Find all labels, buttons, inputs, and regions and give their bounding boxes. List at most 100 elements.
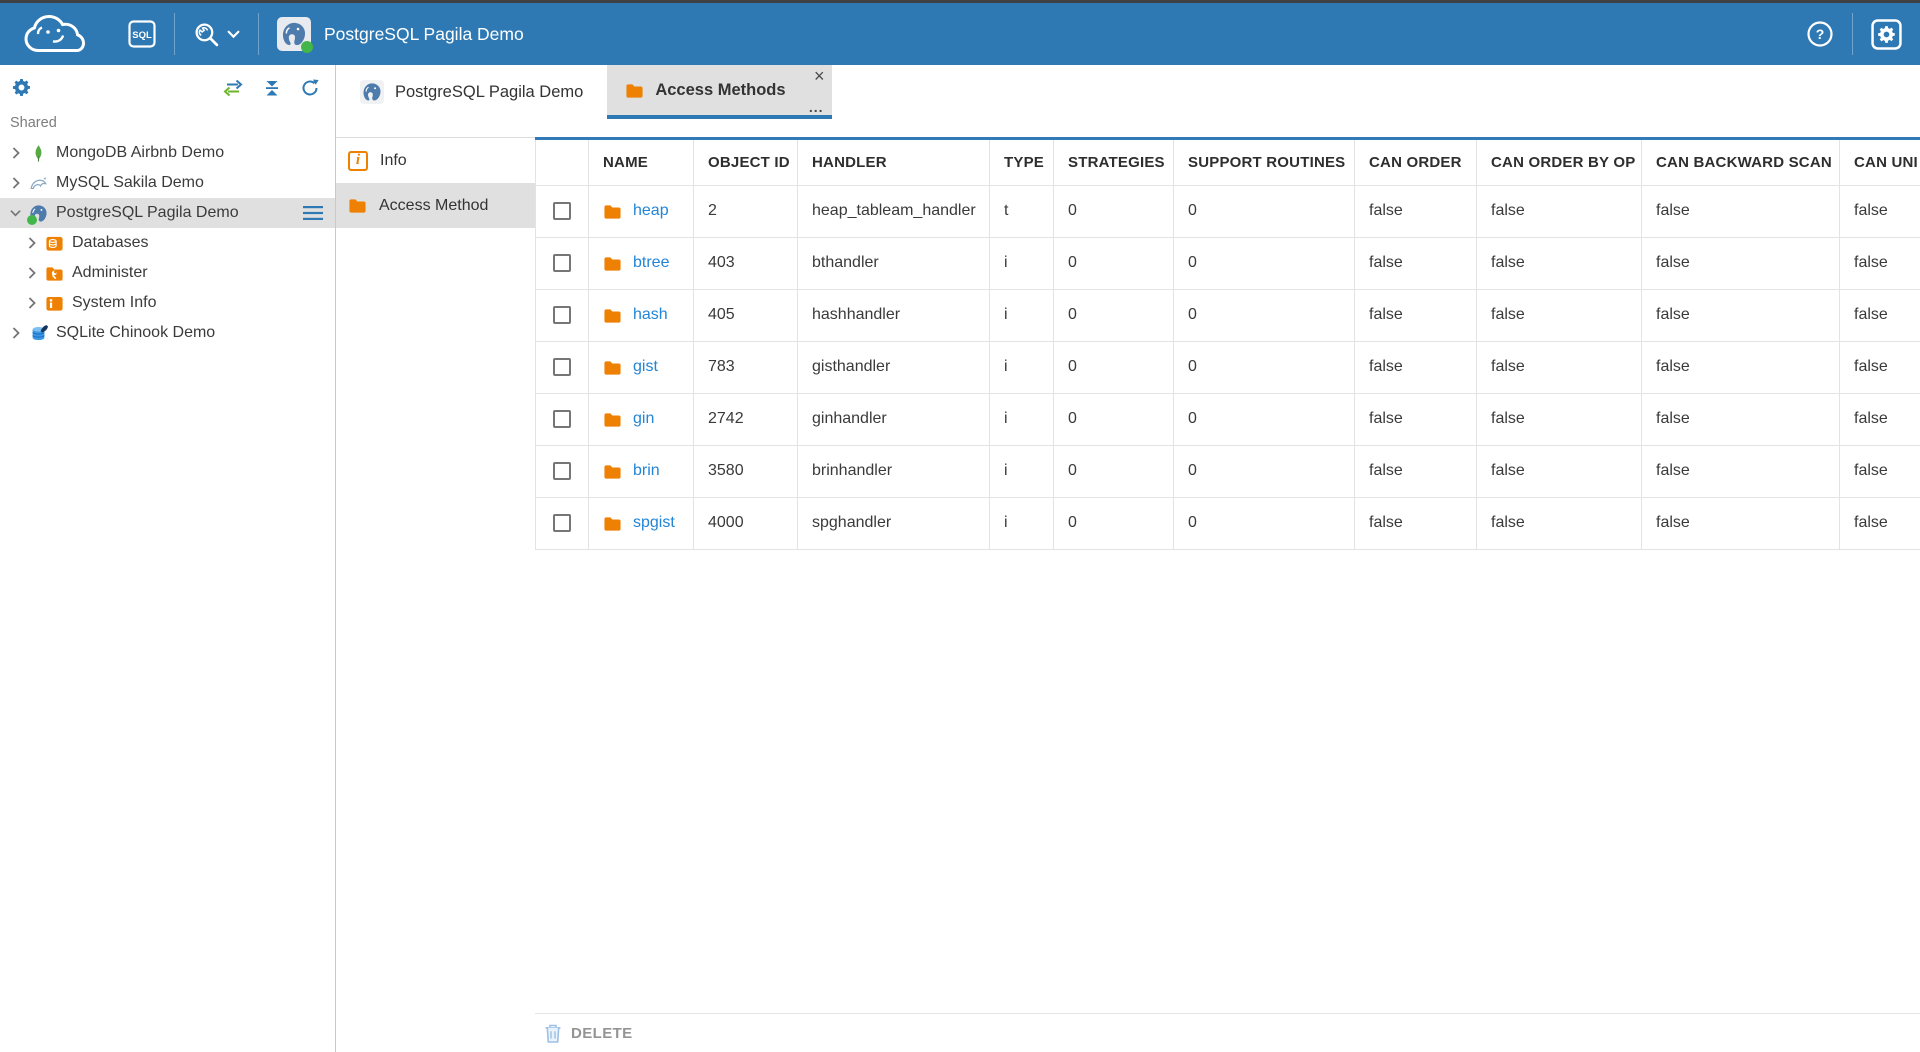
cell-can-backward-scan: false [1641,392,1840,446]
cell-strategies: 0 [1053,392,1174,446]
tab-label: Access Methods [655,80,786,99]
cell-type: i [989,236,1054,290]
tree-item-label: Administer [72,264,148,281]
cell-can-order: false [1354,184,1477,238]
cell-checkbox [535,444,589,498]
row-checkbox[interactable] [553,513,571,532]
expand-chevron-icon[interactable] [26,297,37,309]
active-connection[interactable]: PostgreSQL Pagila Demo [277,17,524,53]
tab-postgresql-pagila-demo[interactable]: PostgreSQL Pagila Demo [336,65,607,119]
table-row: btree 403 bthandler i 0 0 false fa [535,236,1920,290]
cell-name: hash [588,288,694,342]
row-checkbox[interactable] [553,253,571,272]
chevron-down-icon[interactable] [227,30,240,39]
column-header[interactable]: OBJECT ID [693,140,798,186]
info-icon [348,150,368,171]
panel-item-access-method[interactable]: Access Method [336,183,535,228]
expand-chevron-icon[interactable] [26,237,37,249]
access-method-link[interactable]: brin [633,462,660,479]
column-header[interactable]: CAN ORDER [1354,140,1477,186]
tree-item-postgresql[interactable]: PostgreSQL Pagila Demo [0,198,335,228]
sync-navigator-icon[interactable] [222,79,244,97]
cell-object-id: 403 [693,236,798,290]
expand-chevron-icon[interactable] [10,327,21,339]
column-header[interactable]: STRATEGIES [1053,140,1174,186]
topbar: SQL PostgreSQL Pagila Demo [0,3,1920,65]
row-checkbox[interactable] [553,461,571,480]
refresh-icon[interactable] [300,78,320,98]
search-tools-icon[interactable] [193,21,220,48]
cell-handler: spghandler [797,496,990,550]
access-method-link[interactable]: gist [633,358,658,375]
sqlite-icon [29,324,48,343]
tree-item-mysql[interactable]: MySQL Sakila Demo [0,168,335,198]
tree-item-databases[interactable]: Databases [0,228,335,258]
sql-editor-button[interactable]: SQL [128,20,156,48]
row-checkbox[interactable] [553,305,571,324]
access-method-link[interactable]: gin [633,410,655,427]
cell-support-routines: 0 [1173,236,1355,290]
table-row: spgist 4000 spghandler i 0 0 false [535,496,1920,550]
tree-item-mongodb[interactable]: MongoDB Airbnb Demo [0,138,335,168]
table-row: gin 2742 ginhandler i 0 0 false fa [535,392,1920,446]
table-row: heap 2 heap_tableam_handler t 0 0 false [535,184,1920,238]
column-header[interactable]: CAN ORDER BY OP [1476,140,1642,186]
panel-item-label: Info [380,151,407,169]
access-methods-grid: NAME OBJECT ID HANDLER TYPE STRATEGIES [535,137,1920,550]
cell-type: i [989,392,1054,446]
sidebar-toolbar [0,65,335,110]
cell-support-routines: 0 [1173,288,1355,342]
column-header[interactable]: CAN UNI [1839,140,1920,186]
cell-name: gin [588,392,694,446]
help-icon[interactable]: ? [1806,20,1834,48]
cell-strategies: 0 [1053,288,1174,342]
row-checkbox[interactable] [553,409,571,428]
collapse-all-icon[interactable] [263,79,281,97]
cell-name: brin [588,444,694,498]
postgresql-icon [27,204,48,225]
access-method-link[interactable]: hash [633,306,668,323]
tree-item-administer[interactable]: Administer [0,258,335,288]
cell-name: heap [588,184,694,238]
column-header[interactable]: CAN BACKWARD SCAN [1641,140,1840,186]
expand-chevron-icon[interactable] [26,267,37,279]
tree-item-system-info[interactable]: System Info [0,288,335,318]
cell-handler: brinhandler [797,444,990,498]
item-menu-icon[interactable] [303,206,323,220]
expand-chevron-icon[interactable] [10,147,21,159]
cell-can-backward-scan: false [1641,444,1840,498]
cell-can-order-by-op: false [1476,184,1642,238]
tree-item-sqlite[interactable]: SQLite Chinook Demo [0,318,335,348]
row-checkbox[interactable] [553,357,571,376]
tab-more-icon[interactable]: ... [808,99,824,115]
postgresql-icon [277,17,313,53]
column-header[interactable]: SUPPORT ROUTINES [1173,140,1355,186]
column-header[interactable]: HANDLER [797,140,990,186]
cell-strategies: 0 [1053,496,1174,550]
cell-name: gist [588,340,694,394]
cell-checkbox [535,288,589,342]
column-header[interactable]: TYPE [989,140,1054,186]
panel-item-info[interactable]: Info [336,138,535,183]
column-header[interactable]: NAME [588,140,694,186]
collapse-chevron-icon[interactable] [10,209,21,217]
cell-can-unique: false [1839,496,1920,550]
access-method-link[interactable]: heap [633,202,669,219]
cell-object-id: 2 [693,184,798,238]
access-method-link[interactable]: btree [633,254,670,271]
cell-can-order-by-op: false [1476,444,1642,498]
sidebar-settings-gear-icon[interactable] [12,78,31,97]
table-row: hash 405 hashhandler i 0 0 false f [535,288,1920,342]
delete-button[interactable]: DELETE [544,1023,633,1044]
access-method-link[interactable]: spgist [633,514,675,531]
expand-chevron-icon[interactable] [10,177,21,189]
table-header-row: NAME OBJECT ID HANDLER TYPE STRATEGIES [535,140,1920,186]
tab-access-methods[interactable]: Access Methods × ... [607,65,832,119]
cell-object-id: 405 [693,288,798,342]
tab-label: PostgreSQL Pagila Demo [395,82,584,101]
close-tab-icon[interactable]: × [814,66,825,86]
settings-icon[interactable] [1871,18,1902,50]
cloudbeaver-logo-icon[interactable] [16,11,92,57]
cell-can-order: false [1354,444,1477,498]
row-checkbox[interactable] [553,201,571,220]
